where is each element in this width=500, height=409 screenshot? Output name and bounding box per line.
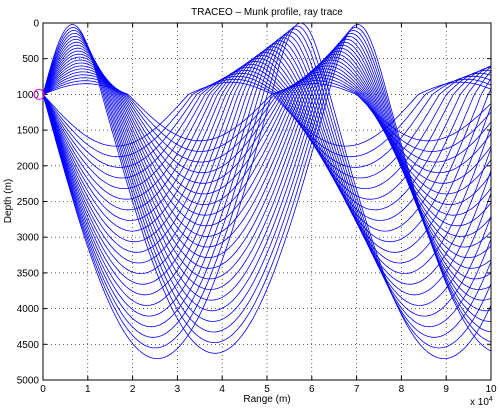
y-axis-label: Depth (m)	[3, 179, 14, 223]
ray-path	[43, 72, 491, 179]
x-axis-label: Range (m)	[243, 394, 290, 405]
ray-path	[43, 24, 491, 354]
y-tick-label: 0	[33, 19, 39, 30]
ray-fan	[43, 23, 491, 360]
ray-path	[43, 71, 491, 184]
ray-path	[43, 61, 491, 221]
source-circle	[33, 88, 45, 100]
ray-path	[43, 59, 491, 227]
ray-path	[43, 29, 491, 333]
x-tick-label: 5	[264, 384, 270, 395]
x-tick-label: 3	[175, 384, 181, 395]
ray-path	[43, 25, 491, 349]
y-tick-label: 4500	[17, 340, 40, 351]
ray-path	[43, 37, 491, 306]
ray-path	[43, 28, 491, 338]
x-tick-label: 1	[85, 384, 91, 395]
y-tick-label: 3500	[17, 268, 40, 279]
ray-path	[43, 32, 491, 322]
ray-path	[43, 40, 491, 296]
ray-path	[43, 75, 491, 168]
ray-path	[43, 62, 491, 216]
x-tick-label: 10	[485, 384, 497, 395]
y-tick-label: 2000	[17, 161, 40, 172]
ray-path	[43, 52, 491, 253]
ray-path	[43, 43, 491, 285]
x-exponent-label: x 104	[470, 396, 493, 408]
x-tick-label: 8	[399, 384, 405, 395]
ray-path	[43, 70, 491, 190]
ray-path	[43, 55, 491, 243]
plot-frame	[42, 22, 492, 381]
chart-title: TRACEO – Munk profile, ray trace	[191, 7, 343, 18]
axis-ticks: 0 1 2 3 4 5 6 7 8 9 10 0 500 1000 1500 2000 2500 3000 3500…	[17, 19, 497, 396]
x-tick-label: 0	[40, 384, 46, 395]
y-tick-label: 3000	[17, 233, 40, 244]
ray-path	[43, 27, 491, 344]
y-tick-label: 2500	[17, 197, 40, 208]
y-tick-label: 1500	[17, 126, 40, 137]
ray-path	[43, 31, 491, 328]
x-tick-label: 2	[130, 384, 136, 395]
ray-path	[43, 67, 491, 200]
x-exponent-power: 4	[489, 396, 493, 403]
ray-path	[43, 23, 491, 360]
x-tick-label: 9	[443, 384, 449, 395]
ray-path	[43, 65, 491, 205]
x-tick-label: 7	[354, 384, 360, 395]
source-marker	[33, 88, 45, 100]
y-tick-label: 500	[22, 54, 39, 65]
x-tick-label: 4	[219, 384, 225, 395]
y-tick-label: 4000	[17, 304, 40, 315]
x-tick-label: 6	[309, 384, 315, 395]
x-exponent-base: x 10	[470, 397, 489, 408]
ray-path	[43, 34, 491, 317]
y-tick-label: 5000	[17, 376, 40, 387]
y-tick-label: 1000	[17, 90, 40, 101]
ray-path	[43, 78, 491, 158]
